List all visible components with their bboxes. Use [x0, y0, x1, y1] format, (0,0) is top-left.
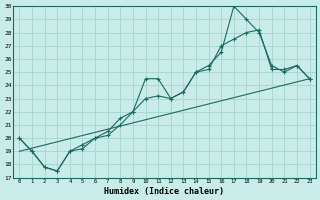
- X-axis label: Humidex (Indice chaleur): Humidex (Indice chaleur): [104, 187, 224, 196]
